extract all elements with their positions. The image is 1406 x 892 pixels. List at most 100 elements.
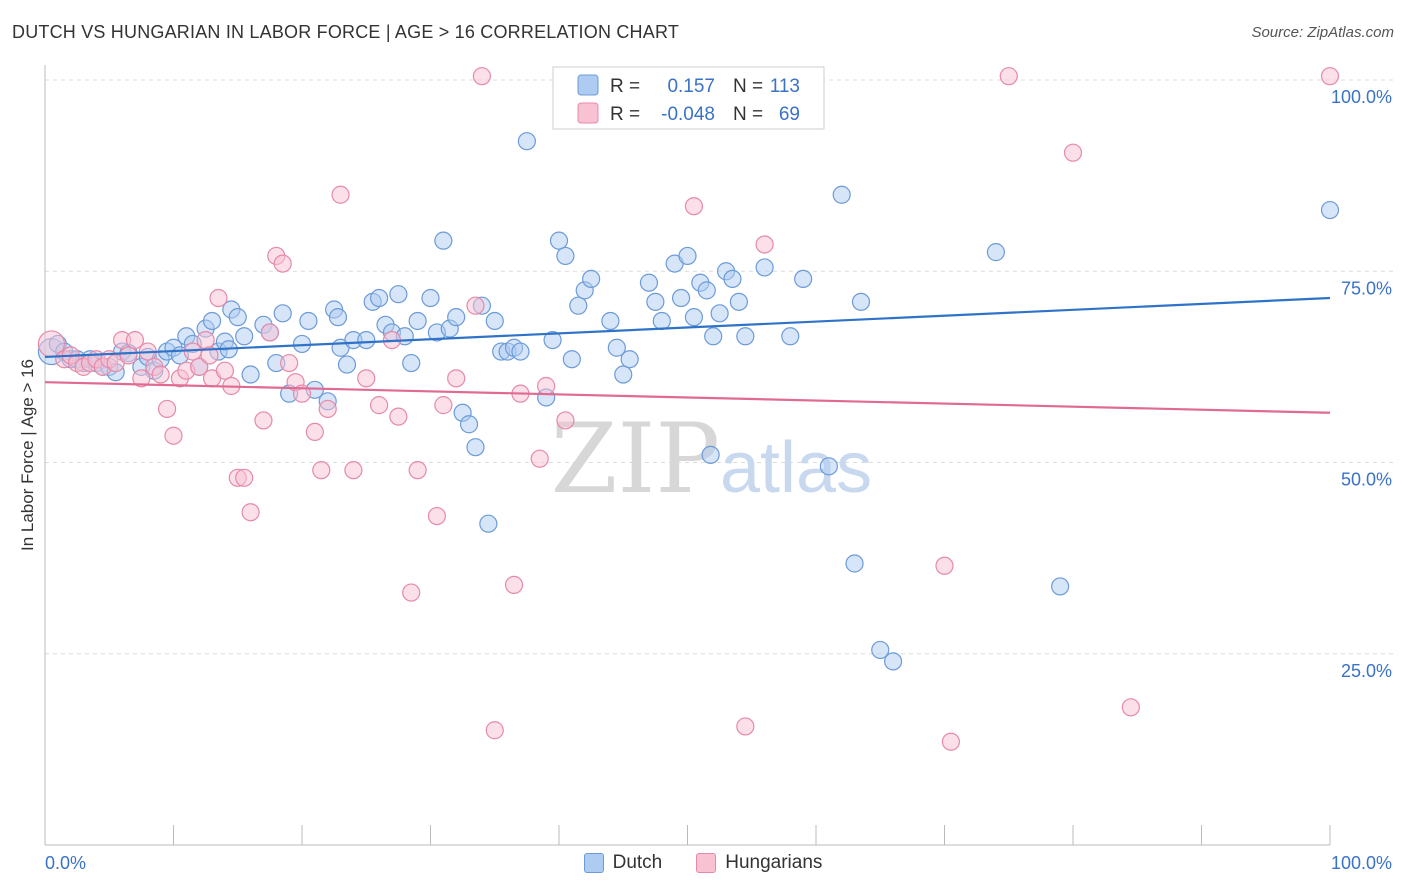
dutch-point xyxy=(646,292,665,311)
dutch-point xyxy=(684,308,704,327)
dutch-point xyxy=(273,304,292,323)
hungarians-point xyxy=(684,197,704,216)
hungarians-point xyxy=(280,353,299,373)
legend-item-hungarians[interactable]: Hungarians xyxy=(696,852,822,874)
dutch-point xyxy=(1051,577,1070,596)
legend-label-dutch: Dutch xyxy=(612,852,663,873)
dutch-point xyxy=(479,514,498,533)
hungarians-point xyxy=(1063,143,1083,162)
dutch-point xyxy=(466,438,485,457)
dutch-point xyxy=(228,308,247,327)
hungarians-point xyxy=(312,461,331,480)
hung-r-value: -0.048 xyxy=(661,104,715,125)
dutch-point xyxy=(986,243,1006,262)
dutch-point xyxy=(1320,200,1340,220)
x-tick-label: 100.0% xyxy=(1331,853,1392,873)
dutch-point xyxy=(569,296,588,315)
hungarians-point xyxy=(318,399,337,419)
dutch-point xyxy=(639,273,659,292)
dutch-point xyxy=(241,365,260,384)
hungarians-point xyxy=(999,67,1018,86)
hungarians-point xyxy=(736,717,755,736)
dutch-point xyxy=(652,311,671,331)
hung-r-label: R = xyxy=(610,104,640,125)
dutch-point xyxy=(601,311,620,331)
y-tick-label: 75.0% xyxy=(1341,278,1392,298)
dutch-point xyxy=(337,355,357,374)
dutch-point xyxy=(389,285,408,304)
hungarians-point xyxy=(164,426,183,445)
legend-swatch-hungarians xyxy=(696,853,717,873)
hungarians-point xyxy=(427,506,447,526)
dutch-r-label: R = xyxy=(610,76,640,97)
y-axis-label: In Labor Force | Age > 16 xyxy=(18,359,37,551)
dutch-point xyxy=(517,132,536,151)
hungarians-point xyxy=(125,331,145,350)
hungarians-point xyxy=(1121,698,1140,717)
dutch-point xyxy=(704,327,723,346)
hungarians-point xyxy=(235,468,254,487)
dutch-point xyxy=(710,304,729,323)
dutch-point xyxy=(755,258,774,277)
dutch-point xyxy=(402,353,421,373)
hungarians-point xyxy=(389,407,408,426)
hungarians-point xyxy=(504,575,524,595)
chart-title: DUTCH VS HUNGARIAN IN LABOR FORCE | AGE … xyxy=(12,22,680,42)
legend-item-dutch[interactable]: Dutch xyxy=(583,852,663,874)
dutch-point xyxy=(434,231,453,250)
series-legend: Dutch Hungarians xyxy=(0,852,1406,874)
hungarians-point xyxy=(241,503,260,522)
hungarians-point xyxy=(530,449,549,468)
dutch-point xyxy=(678,246,697,266)
trend-lines xyxy=(44,296,1331,414)
watermark-atlas: atlas xyxy=(720,428,872,508)
hungarians-point xyxy=(132,369,151,388)
dutch-point xyxy=(328,308,348,327)
dutch-point xyxy=(729,292,749,311)
dutch-point xyxy=(832,185,851,204)
dutch-point xyxy=(202,311,222,331)
hungarians-point xyxy=(935,556,954,575)
hungarians-point xyxy=(215,361,234,380)
source-credit: Source: ZipAtlas.com xyxy=(1251,24,1394,41)
dutch-point xyxy=(549,231,569,250)
hungarians-point xyxy=(157,399,177,419)
legend-label-hungarians: Hungarians xyxy=(725,852,823,873)
dutch-trend-line xyxy=(44,296,1331,359)
x-tick-label: 0.0% xyxy=(45,853,86,873)
hungarians-point xyxy=(941,732,961,751)
dutch-n-value: 113 xyxy=(770,76,800,97)
hungarians-point xyxy=(485,721,504,740)
dutch-point xyxy=(485,311,504,331)
dutch-point xyxy=(421,288,440,308)
legend-swatch-dutch xyxy=(583,853,604,873)
hungarians-point xyxy=(209,288,228,308)
dutch-point xyxy=(851,292,871,311)
dutch-n-label: N = xyxy=(733,76,763,97)
dutch-point xyxy=(562,350,581,369)
hungarians-point xyxy=(260,323,279,342)
dutch-point xyxy=(447,308,466,327)
hungarians-point xyxy=(331,185,350,204)
hungarians-point xyxy=(472,67,491,86)
dutch-point xyxy=(736,327,755,346)
dutch-point xyxy=(582,269,601,288)
watermark-zip: ZIP xyxy=(551,403,720,515)
dutch-point xyxy=(299,311,318,331)
hungarians-point xyxy=(434,396,453,415)
dutch-point xyxy=(235,327,254,346)
dutch-point xyxy=(845,554,864,573)
dutch-point xyxy=(620,350,639,369)
hungarians-point xyxy=(344,461,363,480)
dutch-point xyxy=(794,269,813,288)
dutch-point xyxy=(819,457,838,476)
dutch-point xyxy=(607,338,626,357)
hungarians-trend-line xyxy=(44,381,1331,414)
dutch-point xyxy=(357,331,376,350)
hungarians-point xyxy=(466,296,485,315)
dutch-point xyxy=(556,246,575,266)
y-tick-label: 50.0% xyxy=(1341,470,1392,490)
hungarians-point xyxy=(196,331,215,350)
dutch-point xyxy=(781,327,800,346)
